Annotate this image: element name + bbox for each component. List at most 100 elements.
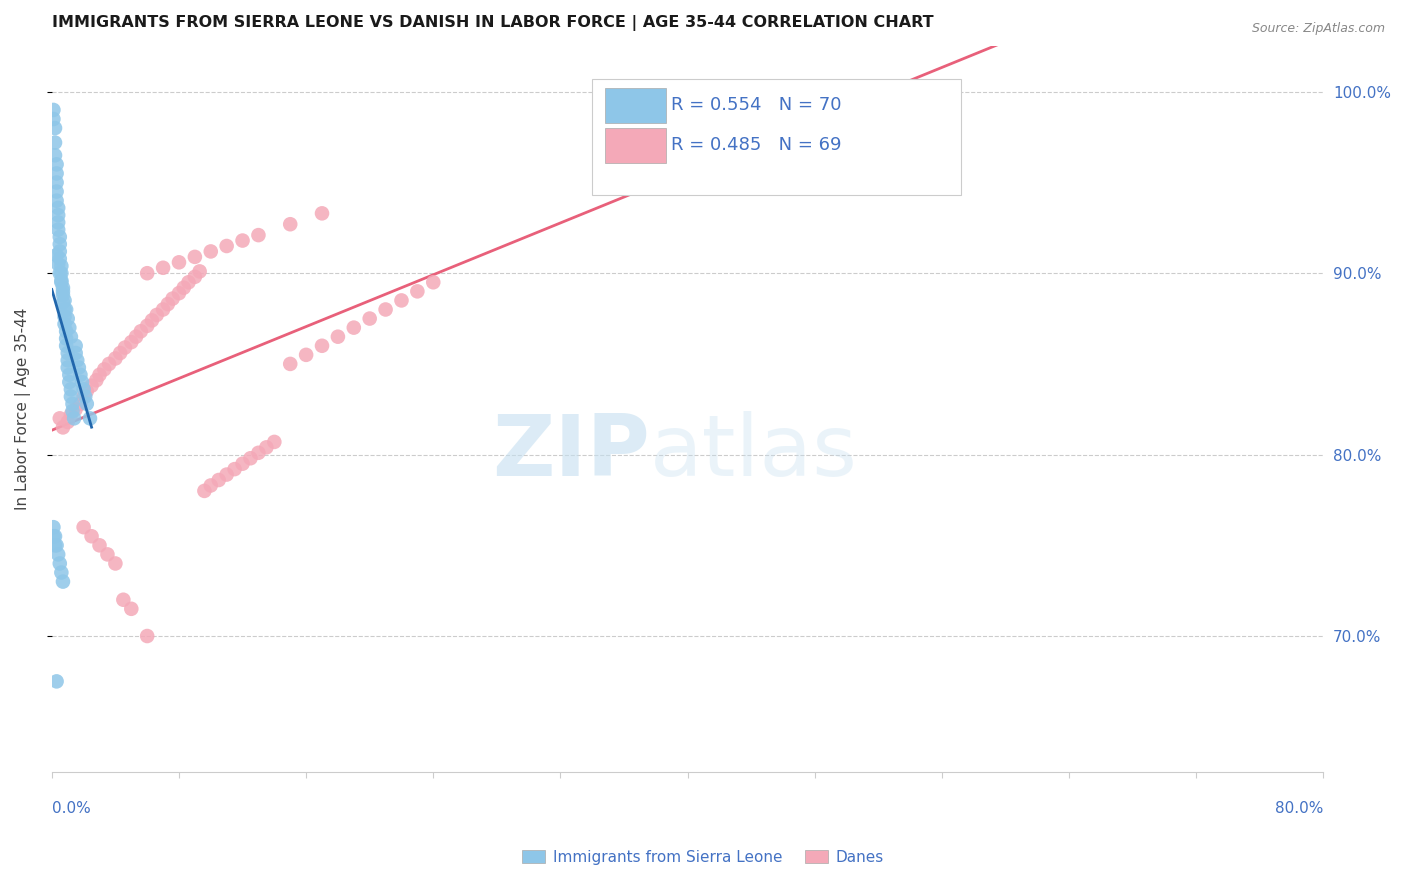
Point [120, 335, 142, 350]
Point [193, 483, 215, 498]
Point [45, 166, 67, 180]
Point [44, 121, 66, 136]
Point [46, 222, 69, 236]
Point [343, 320, 366, 334]
Point [52, 285, 75, 299]
FancyBboxPatch shape [592, 79, 960, 195]
Point [104, 351, 127, 366]
Point [254, 441, 277, 455]
Point [49, 411, 72, 425]
Text: 0.0%: 0.0% [52, 801, 90, 816]
Point [80, 529, 103, 543]
Point [374, 302, 396, 317]
Point [49, 237, 72, 252]
Point [72, 382, 94, 396]
Text: Source: ZipAtlas.com: Source: ZipAtlas.com [1251, 22, 1385, 36]
Point [200, 244, 222, 259]
Text: R = 0.485   N = 69: R = 0.485 N = 69 [671, 136, 842, 154]
Point [145, 308, 167, 322]
Point [76, 397, 98, 411]
Point [53, 317, 76, 331]
Point [42, 112, 65, 126]
Point [42, 529, 65, 543]
Point [52, 574, 75, 589]
Point [59, 382, 82, 396]
Point [66, 353, 89, 368]
Point [208, 473, 231, 487]
Point [51, 273, 73, 287]
Point [62, 404, 84, 418]
Point [42, 520, 65, 534]
Point [45, 538, 67, 552]
Point [53, 302, 76, 317]
Point [52, 288, 75, 302]
Point [42, 103, 65, 117]
Point [44, 538, 66, 552]
Point [278, 357, 301, 371]
Point [58, 368, 80, 382]
Point [58, 320, 80, 334]
Point [56, 311, 79, 326]
Point [76, 384, 98, 398]
Point [391, 293, 413, 308]
Point [93, 362, 115, 376]
Point [55, 302, 77, 317]
Point [129, 324, 152, 338]
Point [45, 674, 67, 689]
Point [69, 397, 91, 411]
Point [108, 346, 131, 360]
Point [152, 302, 174, 317]
Point [55, 332, 77, 346]
Point [56, 360, 79, 375]
Point [46, 201, 69, 215]
Point [247, 446, 270, 460]
Point [295, 348, 318, 362]
Point [59, 408, 82, 422]
Text: atlas: atlas [650, 411, 858, 494]
Point [311, 206, 333, 220]
Point [49, 252, 72, 266]
Point [52, 420, 75, 434]
Point [49, 230, 72, 244]
Point [136, 266, 159, 280]
Point [86, 373, 108, 387]
Point [278, 217, 301, 231]
Point [89, 538, 111, 552]
Point [224, 462, 246, 476]
Point [152, 260, 174, 275]
Point [232, 234, 254, 248]
Point [45, 248, 67, 262]
Point [167, 255, 190, 269]
Point [167, 286, 190, 301]
Point [70, 375, 93, 389]
Point [215, 239, 238, 253]
Point [80, 378, 103, 392]
Point [173, 281, 195, 295]
Point [67, 360, 90, 375]
Point [44, 136, 66, 150]
Point [247, 228, 270, 243]
Point [44, 148, 66, 162]
Point [45, 185, 67, 199]
Point [52, 295, 75, 310]
Point [239, 451, 262, 466]
Point [188, 264, 211, 278]
Point [44, 529, 66, 543]
Point [406, 285, 429, 299]
Point [55, 339, 77, 353]
Point [120, 602, 142, 616]
Point [263, 434, 285, 449]
Point [215, 467, 238, 482]
Point [46, 208, 69, 222]
Point [311, 339, 333, 353]
Point [98, 357, 121, 371]
Point [96, 548, 118, 562]
Point [46, 548, 69, 562]
Point [56, 346, 79, 360]
Point [56, 353, 79, 368]
Point [51, 275, 73, 289]
Point [125, 329, 148, 343]
Point [51, 266, 73, 280]
Point [49, 557, 72, 571]
Point [51, 259, 73, 273]
